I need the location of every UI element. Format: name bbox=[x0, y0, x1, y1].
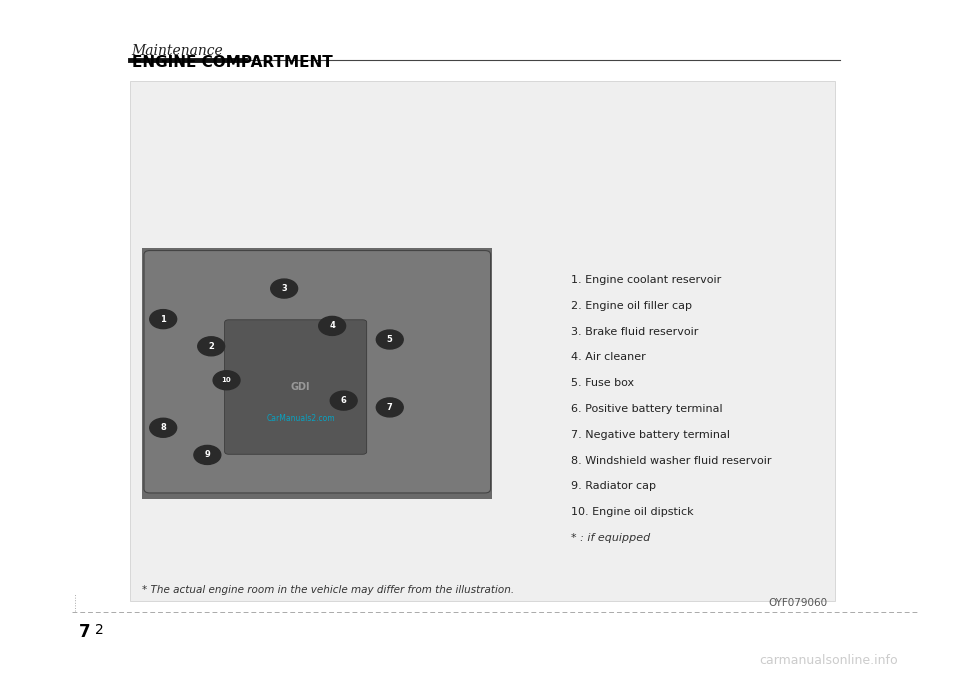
Text: 9: 9 bbox=[204, 450, 210, 460]
Text: 4. Air cleaner: 4. Air cleaner bbox=[571, 352, 646, 363]
Circle shape bbox=[271, 279, 298, 298]
Text: 8. Windshield washer fluid reservoir: 8. Windshield washer fluid reservoir bbox=[571, 456, 772, 466]
Bar bbox=[142, 248, 492, 499]
FancyBboxPatch shape bbox=[144, 251, 491, 493]
Text: 1: 1 bbox=[160, 314, 166, 324]
Text: 3: 3 bbox=[281, 284, 287, 293]
Circle shape bbox=[213, 371, 240, 390]
Circle shape bbox=[150, 310, 177, 329]
Text: 6. Positive battery terminal: 6. Positive battery terminal bbox=[571, 404, 723, 414]
Circle shape bbox=[150, 418, 177, 437]
FancyBboxPatch shape bbox=[225, 320, 367, 454]
Text: Maintenance: Maintenance bbox=[132, 43, 224, 58]
Text: 4: 4 bbox=[329, 321, 335, 331]
Text: 7: 7 bbox=[387, 403, 393, 412]
Text: * The actual engine room in the vehicle may differ from the illustration.: * The actual engine room in the vehicle … bbox=[142, 585, 515, 595]
Text: * : if equipped: * : if equipped bbox=[571, 533, 651, 543]
Text: 7. Negative battery terminal: 7. Negative battery terminal bbox=[571, 430, 731, 440]
Text: 6: 6 bbox=[341, 396, 347, 405]
Text: 2: 2 bbox=[208, 342, 214, 351]
Circle shape bbox=[376, 398, 403, 417]
Circle shape bbox=[330, 391, 357, 410]
Text: 10. Engine oil dipstick: 10. Engine oil dipstick bbox=[571, 507, 694, 517]
Text: 3. Brake fluid reservoir: 3. Brake fluid reservoir bbox=[571, 327, 699, 337]
Text: 8: 8 bbox=[160, 423, 166, 433]
Text: 2. Engine oil filler cap: 2. Engine oil filler cap bbox=[571, 301, 692, 311]
Circle shape bbox=[194, 445, 221, 464]
Circle shape bbox=[319, 316, 346, 335]
Text: 5: 5 bbox=[387, 335, 393, 344]
Text: 9. Radiator cap: 9. Radiator cap bbox=[571, 481, 657, 492]
Text: 5. Fuse box: 5. Fuse box bbox=[571, 378, 635, 388]
Text: GDI: GDI bbox=[291, 382, 310, 392]
Text: CarManuals2.com: CarManuals2.com bbox=[266, 414, 335, 424]
Text: 10: 10 bbox=[222, 378, 231, 383]
Circle shape bbox=[376, 330, 403, 349]
Bar bbox=[130, 81, 835, 601]
Text: OYF079060: OYF079060 bbox=[768, 598, 828, 608]
Text: carmanualsonline.info: carmanualsonline.info bbox=[759, 654, 898, 667]
Text: ENGINE COMPARTMENT: ENGINE COMPARTMENT bbox=[132, 55, 332, 70]
Circle shape bbox=[198, 337, 225, 356]
Text: 7: 7 bbox=[79, 623, 90, 642]
Text: 1. Engine coolant reservoir: 1. Engine coolant reservoir bbox=[571, 275, 722, 285]
Text: 2: 2 bbox=[95, 623, 104, 638]
